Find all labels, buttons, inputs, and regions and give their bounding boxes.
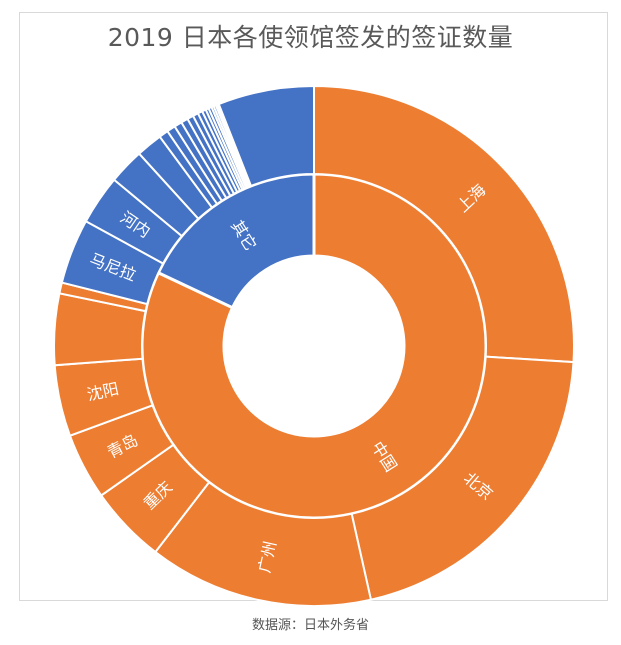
inner-ring	[140, 172, 488, 520]
outer-segment-unlabeled-26	[217, 84, 315, 188]
outer-ring	[53, 84, 575, 607]
chart-title: 2019 日本各使领馆签发的签证数量	[107, 23, 514, 52]
outer-segment-上海	[313, 84, 575, 364]
data-source-note: 数据源：日本外务省	[251, 618, 369, 633]
